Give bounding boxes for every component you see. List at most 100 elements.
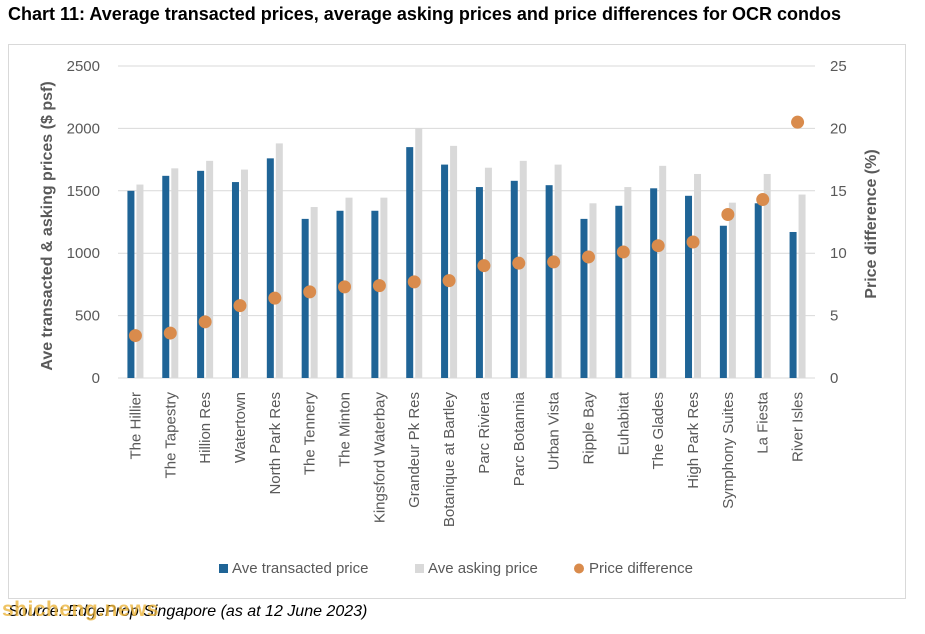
difference-point	[407, 275, 421, 289]
difference-point	[512, 256, 526, 270]
y2-axis-label: Price difference (%)	[863, 149, 880, 298]
bar-transacted	[127, 190, 135, 378]
bar-transacted	[266, 158, 274, 378]
bar-transacted	[301, 218, 309, 378]
bar-transacted	[754, 203, 762, 378]
category-label: The Hillier	[127, 392, 144, 460]
bar-transacted	[510, 180, 518, 378]
category-label: Botanique at Bartley	[441, 392, 458, 528]
left-axis-ticks: 0 500 1000 1500 2000 2500	[67, 58, 100, 387]
left-tick-label: 500	[75, 308, 100, 325]
difference-point	[547, 255, 561, 269]
category-label: The Tennery	[302, 392, 319, 476]
bar-transacted	[650, 188, 658, 378]
legend-label-difference: Price difference	[589, 560, 693, 577]
bar-asking	[519, 160, 527, 378]
bar-asking	[694, 173, 702, 378]
left-tick-label: 2000	[67, 120, 100, 137]
category-label: River Isles	[790, 392, 807, 462]
category-label: Parc Botannia	[511, 391, 528, 486]
legend-marker-difference	[574, 563, 584, 574]
bar-asking	[275, 143, 283, 378]
right-tick-label: 25	[830, 58, 847, 75]
bar-asking	[171, 168, 179, 378]
left-tick-label: 1500	[67, 183, 100, 200]
bar-asking	[728, 202, 736, 378]
bar-transacted	[231, 182, 239, 378]
category-label: North Park Res	[267, 392, 284, 495]
category-label: Kingsford Waterbay	[371, 392, 388, 524]
bar-asking	[136, 184, 144, 378]
difference-point	[163, 326, 177, 340]
legend-label-asking: Ave asking price	[428, 560, 538, 577]
legend-swatch-asking	[415, 564, 424, 573]
bar-asking	[450, 145, 458, 378]
category-label: Symphony Suites	[720, 392, 737, 509]
right-tick-label: 5	[830, 308, 838, 325]
difference-point	[791, 115, 805, 129]
category-label: The Glades	[650, 392, 667, 470]
difference-point	[268, 291, 282, 305]
bar-asking	[763, 173, 771, 378]
category-label: Parc Riviera	[476, 391, 493, 473]
category-label: The Tapestry	[162, 392, 179, 479]
bar-asking	[554, 164, 562, 378]
bar-transacted	[719, 225, 727, 378]
bar-asking	[659, 165, 667, 378]
category-label: Euhabitat	[615, 391, 632, 455]
bar-asking	[240, 169, 248, 378]
legend: Ave transacted price Ave asking price Pr…	[219, 560, 693, 577]
bar-asking	[798, 194, 806, 378]
left-tick-label: 2500	[67, 58, 100, 75]
left-tick-label: 1000	[67, 245, 100, 262]
bar-transacted	[406, 147, 414, 378]
legend-label-transacted: Ave transacted price	[232, 560, 368, 577]
bar-transacted	[371, 210, 379, 378]
bar-transacted	[685, 195, 693, 378]
difference-point	[721, 208, 735, 222]
right-tick-label: 20	[830, 120, 847, 137]
category-label: La Fiesta	[755, 391, 772, 453]
legend-swatch-transacted	[219, 564, 228, 573]
bar-asking	[624, 187, 632, 378]
chart-title: Chart 11: Average transacted prices, ave…	[8, 4, 841, 24]
difference-point	[477, 259, 491, 273]
left-tick-label: 0	[92, 370, 100, 387]
chart-frame	[8, 44, 906, 599]
difference-point	[233, 299, 247, 313]
right-axis-ticks: 0 5 10 15 20 25	[830, 58, 847, 387]
difference-point	[338, 280, 352, 294]
bar-asking	[415, 128, 423, 378]
category-label: The Minton	[337, 392, 354, 467]
bar-asking	[484, 167, 492, 378]
category-label: Grandeur Pk Res	[406, 392, 423, 508]
bar-asking	[589, 203, 597, 378]
source-note: Source: EdgeProp Singapore (as at 12 Jun…	[8, 603, 368, 620]
bar-transacted	[545, 185, 553, 378]
difference-point	[372, 279, 386, 293]
bar-asking	[206, 160, 214, 378]
y-axis-label: Ave transacted & asking prices ($ psf)	[39, 81, 56, 370]
bar-transacted	[162, 175, 170, 378]
difference-point	[581, 250, 595, 264]
bar-transacted	[197, 170, 205, 378]
bar-transacted	[441, 164, 449, 378]
category-label: High Park Res	[685, 392, 702, 489]
category-label: Urban Vista	[546, 391, 563, 470]
bar-transacted	[336, 210, 344, 378]
difference-point	[128, 329, 142, 343]
category-label: Watertown	[232, 392, 249, 463]
bar-transacted	[615, 205, 623, 378]
category-label: Ripple Bay	[580, 392, 597, 465]
right-tick-label: 10	[830, 245, 847, 262]
bar-transacted	[475, 187, 483, 378]
right-tick-label: 0	[830, 370, 838, 387]
difference-point	[616, 245, 630, 259]
difference-points	[128, 115, 805, 343]
difference-point	[686, 235, 700, 249]
bar-transacted	[789, 231, 797, 378]
right-tick-label: 15	[830, 183, 847, 200]
difference-point	[756, 193, 770, 207]
difference-point	[442, 274, 456, 288]
